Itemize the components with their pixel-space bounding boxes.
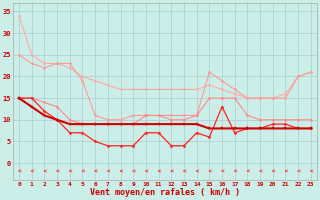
X-axis label: Vent moyen/en rafales ( km/h ): Vent moyen/en rafales ( km/h )	[90, 188, 240, 197]
